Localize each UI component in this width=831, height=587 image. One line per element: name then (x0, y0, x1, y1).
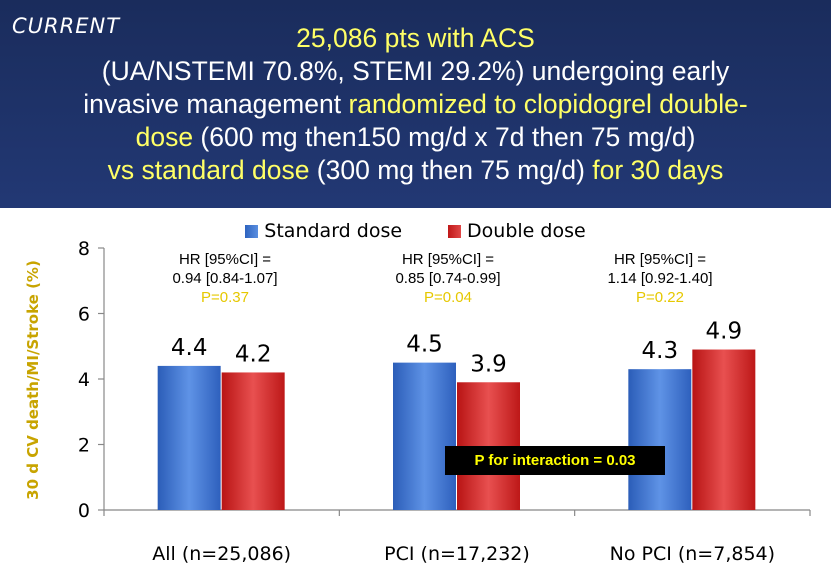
bar-standard-dose (628, 369, 692, 510)
y-axis-title-text: 30 d CV death/MI/Stroke (%) (24, 260, 42, 500)
title-line-4-part-b: (600 mg then150 mg/d x 7d then 75 mg/d) (193, 122, 696, 152)
data-label-standard-dose: 4.4 (171, 335, 208, 361)
title-line-4-part-a: dose (135, 122, 194, 152)
title-line-5-part-c: for 30 days (592, 155, 724, 185)
x-category-label: No PCI (n=7,854) (610, 543, 775, 565)
title-line-1: 25,086 pts with ACS (296, 23, 535, 53)
legend-swatch-double (448, 224, 462, 238)
hr-annotation-no-pci: HR [95%CI] = 1.14 [0.92-1.40] P=0.22 (570, 250, 750, 307)
p-value-all: P=0.37 (201, 289, 249, 306)
data-label-double-dose: 3.9 (470, 351, 507, 377)
hr-annotation-all: HR [95%CI] = 0.94 [0.84-1.07] P=0.37 (135, 250, 315, 307)
hr-value-pci: 0.85 [0.74-0.99] (395, 270, 501, 287)
y-tick-label: 8 (78, 238, 90, 260)
labels-layer: 0 2 4 6 8 4.4 4.2 All (n=25,086) 4.5 3.9 PCI (n=17… (78, 238, 775, 565)
title-line-5: vs standard dose (300 mg then 75 mg/d) f… (0, 154, 831, 187)
y-tick-label: 2 (78, 435, 90, 457)
legend-label-standard: Standard dose (264, 220, 403, 242)
legend-item-standard-dose: Standard dose (245, 220, 402, 242)
hr-label-pci: HR [95%CI] = (401, 251, 495, 268)
y-tick-label: 6 (78, 304, 90, 326)
slide-title: 25,086 pts with ACS (UA/NSTEMI 70.8%, ST… (0, 22, 831, 187)
x-category-label: PCI (n=17,232) (384, 543, 530, 565)
current-trial-logo: CURRENT (12, 14, 121, 38)
hr-value-no-pci: 1.14 [0.92-1.40] (607, 270, 713, 287)
y-tick-label: 0 (78, 500, 90, 522)
data-label-standard-dose: 4.5 (406, 332, 443, 358)
p-value-pci: P=0.04 (424, 289, 472, 306)
data-label-double-dose: 4.2 (235, 341, 272, 367)
hr-label-no-pci: HR [95%CI] = (613, 251, 707, 268)
legend-label-double: Double dose (467, 220, 586, 242)
hr-annotation-pci: HR [95%CI] = 0.85 [0.74-0.99] P=0.04 (358, 250, 538, 307)
x-category-label: All (n=25,086) (152, 543, 291, 565)
hr-label-all: HR [95%CI] = (178, 251, 272, 268)
hr-value-all: 0.94 [0.84-1.07] (172, 270, 278, 287)
bar-double-dose (221, 372, 285, 510)
title-line-4: dose (600 mg then150 mg/d x 7d then 75 m… (0, 121, 831, 154)
bar-standard-dose (157, 365, 221, 510)
data-label-standard-dose: 4.3 (642, 338, 679, 364)
title-line-3-part-b: randomized to clopidogrel double- (348, 89, 748, 119)
data-label-double-dose: 4.9 (706, 319, 743, 345)
p-value-no-pci: P=0.22 (636, 289, 684, 306)
title-line-5-part-a: vs standard dose (107, 155, 310, 185)
title-line-2: (UA/NSTEMI 70.8%, STEMI 29.2%) undergoin… (101, 56, 730, 86)
bars-layer (157, 349, 756, 510)
title-line-5-part-b: (300 mg then 75 mg/d) (309, 155, 593, 185)
chart-legend: Standard dose Double dose (0, 220, 831, 242)
bar-double-dose (692, 349, 756, 510)
legend-swatch-standard (245, 224, 259, 238)
y-tick-label: 4 (78, 369, 90, 391)
interaction-p-box: P for interaction = 0.03 (445, 446, 665, 475)
legend-item-double-dose: Double dose (448, 220, 586, 242)
title-line-3: invasive management randomized to clopid… (0, 88, 831, 121)
title-line-3-part-a: invasive management (83, 89, 349, 119)
bar-standard-dose (393, 362, 456, 510)
